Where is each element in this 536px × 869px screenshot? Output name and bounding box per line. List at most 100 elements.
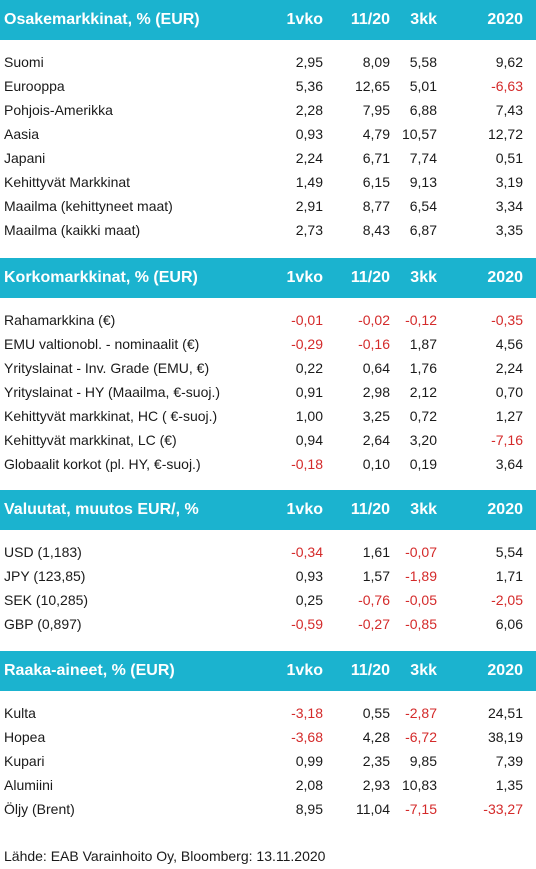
table-cell: 2,93 — [362, 777, 390, 793]
column-header: 2020 — [487, 662, 523, 679]
table-cell: 3,64 — [495, 456, 523, 472]
row-label: Kehittyvät markkinat, LC (€) — [4, 432, 177, 448]
table-body: Kulta -3,18 0,55 -2,87 24,51 Hopea -3,68 4,28 -6… — [0, 691, 536, 821]
table-cell: 2,28 — [295, 102, 323, 118]
section-header: Korkomarkkinat, % (EUR) 1vko 11/20 3kk 2020 — [0, 258, 536, 298]
table-cell: 2,12 — [409, 384, 437, 400]
section-title: Korkomarkkinat, % (EUR) — [4, 269, 198, 286]
table-cell: -2,05 — [491, 592, 523, 608]
row-label: Eurooppa — [4, 78, 65, 94]
table-row: Kehittyvät markkinat, LC (€) 0,94 2,64 3,20… — [0, 428, 536, 452]
section-equity-markets: Osakemarkkinat, % (EUR) 1vko 11/20 3kk 2020 S… — [0, 0, 536, 242]
section-title: Raaka-aineet, % (EUR) — [4, 662, 175, 679]
table-cell: 10,57 — [401, 126, 437, 142]
table-cell: 7,95 — [362, 102, 390, 118]
table-cell: 2,91 — [295, 198, 323, 214]
table-cell: 0,94 — [295, 432, 323, 448]
table-cell: 9,62 — [495, 54, 523, 70]
table-cell: 10,83 — [401, 777, 437, 793]
row-label: GBP (0,897) — [4, 616, 82, 632]
table-cell: 0,72 — [409, 408, 437, 424]
table-cell: 1,49 — [295, 174, 323, 190]
column-header: 11/20 — [350, 662, 390, 679]
table-body: USD (1,183) -0,34 1,61 -0,07 5,54 JPY (123,85… — [0, 530, 536, 636]
table-cell: -6,63 — [491, 78, 523, 94]
row-label: Öljy (Brent) — [4, 801, 75, 817]
table-row: JPY (123,85) 0,93 1,57 -1,89 1,71 — [0, 564, 536, 588]
table-cell: -0,01 — [291, 312, 323, 328]
table-cell: -0,05 — [405, 592, 437, 608]
table-cell: 0,51 — [495, 150, 523, 166]
table-row: SEK (10,285) 0,25 -0,76 -0,05 -2,05 — [0, 588, 536, 612]
table-cell: 1,27 — [495, 408, 523, 424]
table-row: Globaalit korkot (pl. HY, €-suoj.) -0,18 0… — [0, 452, 536, 476]
table-cell: 1,57 — [362, 568, 390, 584]
table-cell: -3,18 — [291, 705, 323, 721]
section-commodities: Raaka-aineet, % (EUR) 1vko 11/20 3kk 2020 Kul… — [0, 651, 536, 821]
column-header: 11/20 — [350, 269, 390, 286]
table-body: Suomi 2,95 8,09 5,58 9,62 Eurooppa 5,36 12,65 5,… — [0, 40, 536, 242]
table-cell: 11,04 — [356, 801, 390, 817]
table-cell: 9,85 — [409, 753, 437, 769]
row-label: Kupari — [4, 753, 45, 769]
table-cell: -0,18 — [291, 456, 323, 472]
row-label: Pohjois-Amerikka — [4, 102, 113, 118]
table-row: Eurooppa 5,36 12,65 5,01 -6,63 — [0, 74, 536, 98]
table-cell: 0,55 — [362, 705, 390, 721]
table-cell: 2,95 — [295, 54, 323, 70]
column-header: 3kk — [410, 662, 437, 679]
column-header: 3kk — [410, 11, 437, 28]
table-row: EMU valtionobl. - nominaalit (€) -0,29 -0,… — [0, 332, 536, 356]
table-row: Yrityslainat - HY (Maailma, €-suoj.) 0,91… — [0, 380, 536, 404]
table-cell: 5,54 — [495, 544, 523, 560]
row-label: Maailma (kehittyneet maat) — [4, 198, 173, 214]
table-cell: 7,43 — [495, 102, 523, 118]
table-cell: 5,36 — [295, 78, 323, 94]
table-cell: -0,34 — [291, 544, 323, 560]
row-label: Kulta — [4, 705, 36, 721]
table-cell: 4,79 — [362, 126, 390, 142]
table-cell: 1,00 — [295, 408, 323, 424]
table-row: Kehittyvät Markkinat 1,49 6,15 9,13 3,19 — [0, 170, 536, 194]
table-cell: 2,98 — [362, 384, 390, 400]
section-header: Raaka-aineet, % (EUR) 1vko 11/20 3kk 2020 — [0, 651, 536, 691]
table-cell: -0,35 — [491, 312, 523, 328]
section-title: Valuutat, muutos EUR/, % — [4, 501, 199, 518]
section-currencies: Valuutat, muutos EUR/, % 1vko 11/20 3kk 2020… — [0, 490, 536, 636]
table-cell: 6,15 — [362, 174, 390, 190]
table-row: Hopea -3,68 4,28 -6,72 38,19 — [0, 725, 536, 749]
table-cell: 38,19 — [487, 729, 523, 745]
row-label: Rahamarkkina (€) — [4, 312, 116, 328]
table-cell: 9,13 — [409, 174, 437, 190]
table-cell: 3,19 — [495, 174, 523, 190]
row-label: Suomi — [4, 54, 44, 70]
table-cell: 12,65 — [354, 78, 390, 94]
table-row: Yrityslainat - Inv. Grade (EMU, €) 0,22 0,… — [0, 356, 536, 380]
table-row: Pohjois-Amerikka 2,28 7,95 6,88 7,43 — [0, 98, 536, 122]
table-cell: 5,58 — [409, 54, 437, 70]
table-cell: -0,76 — [358, 592, 390, 608]
table-cell: 6,88 — [409, 102, 437, 118]
table-cell: 0,22 — [295, 360, 323, 376]
table-cell: 1,35 — [495, 777, 523, 793]
table-cell: 7,74 — [409, 150, 437, 166]
table-cell: -0,59 — [291, 616, 323, 632]
section-header: Osakemarkkinat, % (EUR) 1vko 11/20 3kk 2020 — [0, 0, 536, 40]
table-cell: 8,77 — [362, 198, 390, 214]
column-header: 1vko — [286, 662, 323, 679]
table-cell: 2,24 — [295, 150, 323, 166]
table-cell: 0,10 — [362, 456, 390, 472]
row-label: Yrityslainat - Inv. Grade (EMU, €) — [4, 360, 210, 376]
column-header: 3kk — [410, 269, 437, 286]
row-label: Globaalit korkot (pl. HY, €-suoj.) — [4, 456, 201, 472]
table-cell: -0,02 — [358, 312, 390, 328]
table-cell: 0,93 — [295, 126, 323, 142]
table-cell: 0,70 — [495, 384, 523, 400]
table-cell: 2,08 — [295, 777, 323, 793]
table-row: Kehittyvät markkinat, HC ( €-suoj.) 1,00 3… — [0, 404, 536, 428]
row-label: SEK (10,285) — [4, 592, 89, 608]
table-row: USD (1,183) -0,34 1,61 -0,07 5,54 — [0, 540, 536, 564]
column-header: 2020 — [487, 11, 523, 28]
table-row: Rahamarkkina (€) -0,01 -0,02 -0,12 -0,35 — [0, 308, 536, 332]
row-label: Hopea — [4, 729, 46, 745]
